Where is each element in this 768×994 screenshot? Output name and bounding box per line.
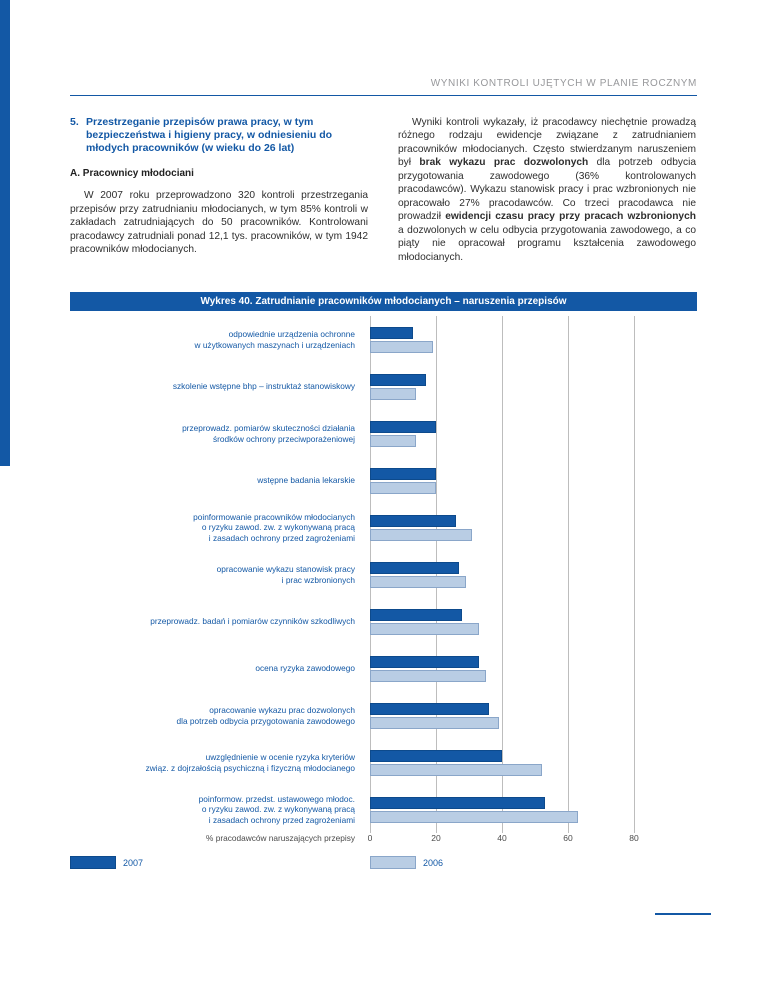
category-label: poinformowanie pracowników młodocianych …: [193, 511, 355, 543]
decorative-edge-strip: [0, 0, 10, 466]
bar-2007: [370, 749, 502, 762]
bar-2007: [370, 561, 460, 574]
body-text: Wyniki kontroli wykazały, iż pracodawcy …: [398, 117, 696, 169]
chart-row: poinformowanie pracowników młodocianych …: [70, 504, 697, 551]
footer-divider: [655, 913, 711, 915]
bar-2006: [370, 669, 486, 682]
bar-2006: [370, 387, 417, 400]
legend-label-2006: 2006: [423, 857, 444, 868]
bar-2006: [370, 622, 479, 635]
header-divider: [70, 95, 697, 96]
chart-row: wstępne badania lekarskie: [70, 457, 697, 504]
bar-2007: [370, 608, 463, 621]
gridline: [370, 316, 371, 833]
category-label: szkolenie wstępne bhp – instruktaż stano…: [172, 381, 355, 392]
bar-2006: [370, 763, 542, 776]
bar-2006: [370, 340, 433, 353]
chart-row: przeprowadz. pomiarów skuteczności dział…: [70, 410, 697, 457]
category-label: odpowiednie urządzenia ochronne w użytko…: [194, 329, 355, 350]
chart-row: przeprowadz. badań i pomiarów czynników …: [70, 598, 697, 645]
gridline: [634, 316, 635, 833]
bar-2007: [370, 373, 427, 386]
x-tick-label: 20: [431, 833, 441, 843]
category-label: przeprowadz. pomiarów skuteczności dział…: [182, 423, 355, 444]
chart-row: ocena ryzyka zawodowego: [70, 645, 697, 692]
chart-legend: 2007 2006: [70, 856, 697, 872]
bar-chart: odpowiednie urządzenia ochronne w użytko…: [70, 316, 697, 872]
bar-2006: [370, 716, 499, 729]
bar-group: [370, 796, 634, 823]
legend-swatch-2007: [70, 856, 116, 869]
emphasized-text: brak wykazu prac dozwolonych: [419, 157, 589, 169]
chart-plot-area: odpowiednie urządzenia ochronne w użytko…: [70, 316, 697, 833]
category-label: poinformow. przedst. ustawowego młodoc. …: [198, 793, 355, 825]
bar-group: [370, 655, 634, 682]
bar-group: [370, 749, 634, 776]
legend-item-2006: 2006: [370, 856, 443, 869]
category-label: opracowanie wykazu prac dozwolonych dla …: [176, 705, 356, 726]
bar-2006: [370, 528, 473, 541]
chart-row: odpowiednie urządzenia ochronne w użytko…: [70, 316, 697, 363]
legend-item-2007: 2007: [70, 856, 143, 869]
category-label: uwzględnienie w ocenie ryzyka kryteriów …: [145, 752, 355, 773]
bar-group: [370, 608, 634, 635]
section-number: 5.: [70, 116, 79, 128]
x-tick-label: 0: [367, 833, 373, 843]
chart-row: opracowanie wykazu stanowisk pracy i pra…: [70, 551, 697, 598]
x-tick-label: 40: [497, 833, 507, 843]
gridlines: [370, 316, 635, 833]
bar-group: [370, 514, 634, 541]
bar-group: [370, 467, 634, 494]
bar-2007: [370, 655, 479, 668]
bar-2007: [370, 420, 436, 433]
right-paragraph: Wyniki kontroli wykazały, iż pracodawcy …: [398, 116, 696, 264]
bar-2007: [370, 514, 456, 527]
legend-label-2007: 2007: [123, 857, 144, 868]
legend-swatch-2006: [370, 856, 416, 869]
bar-2006: [370, 481, 436, 494]
bar-group: [370, 326, 634, 353]
gridline: [502, 316, 503, 833]
category-label: wstępne badania lekarskie: [257, 475, 355, 486]
subsection-heading: A. Pracownicy młodociani: [70, 168, 194, 180]
right-column: Wyniki kontroli wykazały, iż pracodawcy …: [398, 116, 696, 264]
category-label: opracowanie wykazu stanowisk pracy i pra…: [216, 564, 355, 585]
chart-row: opracowanie wykazu prac dozwolonych dla …: [70, 692, 697, 739]
bar-group: [370, 373, 634, 400]
bar-2007: [370, 326, 413, 339]
gridline: [568, 316, 569, 833]
emphasized-text: ewidencji czasu pracy przy pracach wzbro…: [445, 211, 696, 223]
body-text: dla potrzeb odbycia przygotowania zawodo…: [398, 157, 696, 223]
x-tick-label: 80: [629, 833, 639, 843]
chart-row: poinformow. przedst. ustawowego młodoc. …: [70, 786, 697, 833]
category-label: przeprowadz. badań i pomiarów czynników …: [150, 616, 355, 627]
bar-2006: [370, 434, 417, 447]
section-title: Przestrzeganie przepisów prawa pracy, w …: [86, 116, 333, 155]
chart-title: Wykres 40. Zatrudnianie pracowników młod…: [200, 296, 567, 307]
running-header: WYNIKI KONTROLI UJĘTYCH W PLANIE ROCZNYM: [430, 78, 697, 89]
bar-group: [370, 702, 634, 729]
x-tick-label: 60: [563, 833, 573, 843]
gridline: [436, 316, 437, 833]
chart-row: uwzględnienie w ocenie ryzyka kryteriów …: [70, 739, 697, 786]
bar-group: [370, 420, 634, 447]
body-text: a dozwolonych w celu odbycia przygotowan…: [398, 224, 696, 263]
x-axis-ticks: 0 20 40 60 80: [367, 833, 639, 847]
x-axis-caption: % pracodawców naruszających przepisy: [206, 833, 355, 843]
bar-2007: [370, 702, 489, 715]
left-column: 5. Przestrzeganie przepisów prawa pracy,…: [70, 116, 368, 264]
bar-2006: [370, 575, 466, 588]
left-paragraph: W 2007 roku przeprowadzono 320 kontroli …: [70, 190, 368, 256]
section-heading: 5. Przestrzeganie przepisów prawa pracy,…: [70, 116, 368, 155]
chart-title-bar: Wykres 40. Zatrudnianie pracowników młod…: [70, 292, 697, 311]
category-label: ocena ryzyka zawodowego: [255, 663, 355, 674]
chart-row: szkolenie wstępne bhp – instruktaż stano…: [70, 363, 697, 410]
bar-2006: [370, 810, 578, 823]
bar-2007: [370, 467, 436, 480]
bar-group: [370, 561, 634, 588]
two-column-text: 5. Przestrzeganie przepisów prawa pracy,…: [70, 116, 697, 264]
bar-2007: [370, 796, 545, 809]
x-axis: % pracodawców naruszających przepisy 0 20…: [70, 833, 697, 847]
